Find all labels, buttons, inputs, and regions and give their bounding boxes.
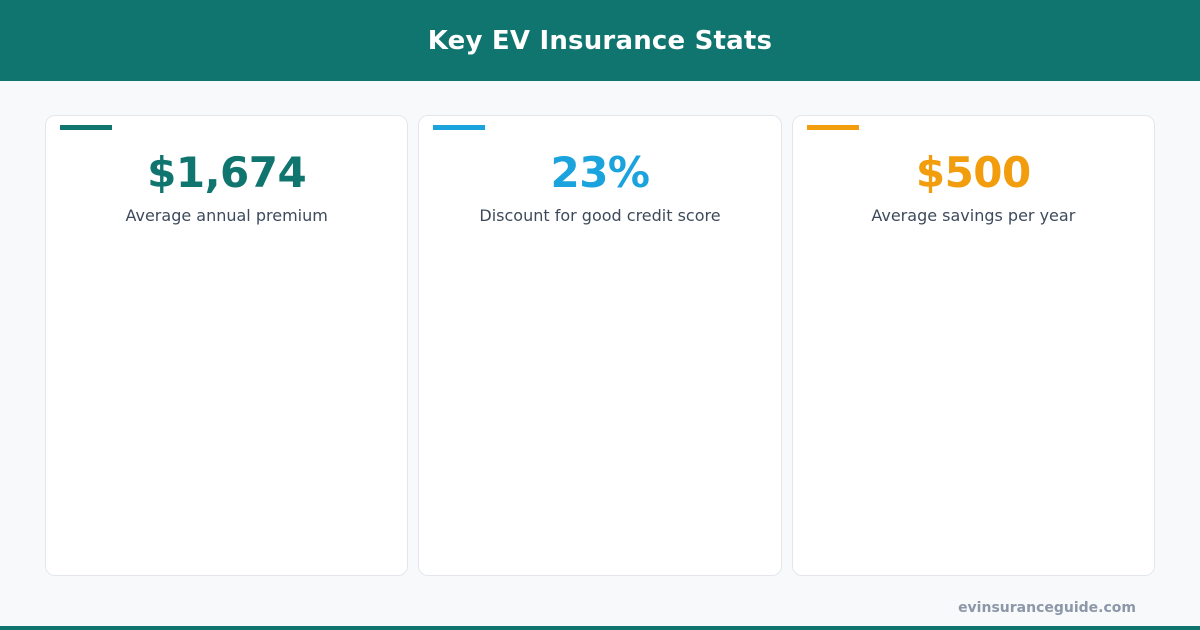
stat-label: Average annual premium: [125, 206, 328, 225]
stats-cards: $1,674 Average annual premium 23% Discou…: [45, 115, 1155, 576]
card-accent-bar: [60, 125, 112, 130]
stat-card-discount: 23% Discount for good credit score: [418, 115, 782, 576]
stat-card-premium: $1,674 Average annual premium: [45, 115, 409, 576]
stat-value: $1,674: [147, 148, 307, 197]
bottom-accent-bar: [0, 626, 1200, 630]
page-title: Key EV Insurance Stats: [427, 25, 773, 56]
card-accent-bar: [806, 125, 859, 130]
stat-label: Average savings per year: [871, 206, 1076, 225]
header-banner: Key EV Insurance Stats: [0, 0, 1200, 81]
site-url: evinsuranceguide.com: [958, 600, 1136, 616]
stat-value: 23%: [550, 148, 650, 197]
card-accent-bar: [433, 125, 486, 130]
stat-card-savings: $500 Average savings per year: [791, 115, 1155, 576]
stat-label: Discount for good credit score: [479, 206, 721, 225]
stat-value: $500: [915, 148, 1031, 197]
